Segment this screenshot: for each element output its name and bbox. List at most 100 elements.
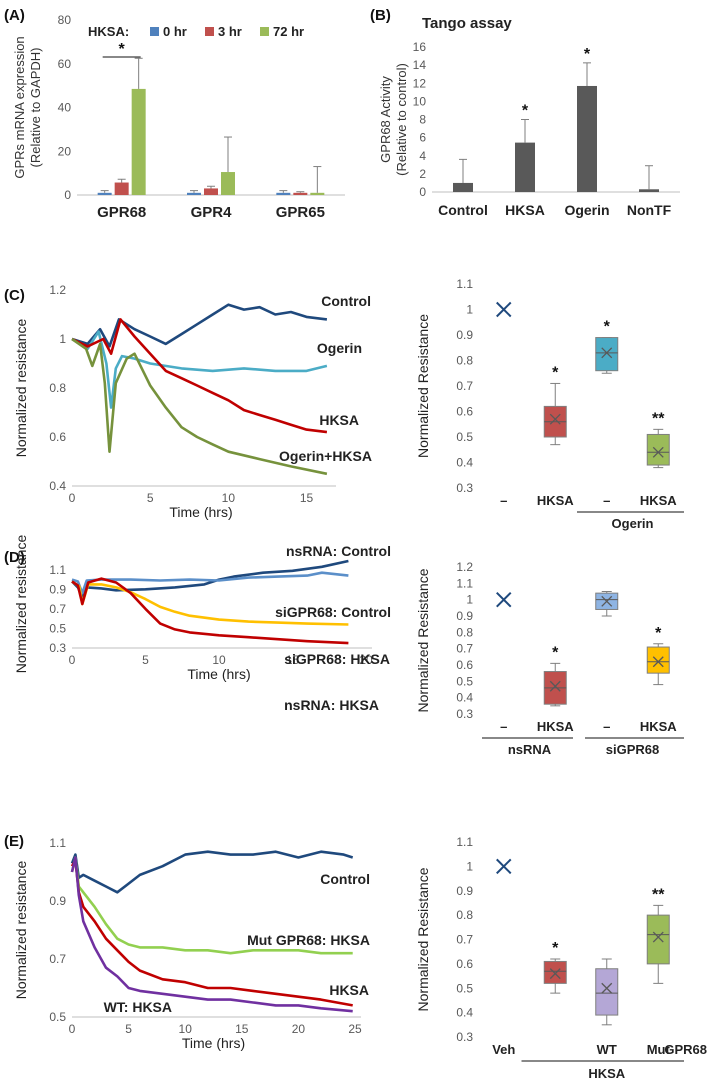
x-tick-label: 15: [235, 1022, 249, 1036]
y-tick-label: 20: [58, 144, 72, 158]
bar: [577, 85, 597, 192]
box-mean-marker: [601, 595, 613, 607]
mean-marker-stroke: [496, 591, 512, 608]
legend-label: 0 hr: [163, 24, 187, 39]
box: [543, 960, 567, 984]
category-label: Control: [438, 202, 488, 218]
legend-title: HKSA:: [88, 24, 129, 39]
y-tick-label: 0.4: [456, 1006, 473, 1020]
series-line: [71, 303, 328, 348]
box-mean-marker: [549, 413, 561, 425]
y-tick-label: 6: [419, 131, 426, 145]
y-tick-label: 0.3: [456, 1030, 473, 1044]
panel-d-line-chart: (D) 0.3 0.5 0.7 0.9 1.1 0 5 10 15 20 Time (hrs) Norm…: [4, 535, 391, 713]
group-label: HKSA: [588, 1066, 625, 1081]
significance-star: *: [552, 940, 559, 957]
significance-star: *: [604, 319, 611, 336]
y-tick-label: 0.5: [49, 1010, 66, 1024]
x-tick-label: 25: [348, 1022, 362, 1036]
x-tick-label: 0: [69, 1022, 76, 1036]
legend-swatch: [150, 27, 159, 36]
y-tick-label: 0.9: [456, 884, 473, 898]
x-tick-label: 20: [359, 653, 373, 667]
y-tick-label: 0.4: [456, 456, 473, 470]
x-tick-label: 10: [222, 491, 236, 505]
y-tick-label: 0.3: [456, 707, 473, 721]
bar: [97, 192, 112, 195]
box-mean-marker: [652, 931, 664, 943]
extra-axis-label: GPR68: [664, 1042, 707, 1057]
series-label: Control: [321, 293, 371, 309]
y-axis-label: GPR68 Activity(Relative to control): [378, 63, 409, 176]
y-tick-label: 60: [58, 57, 72, 71]
y-tick-label: 0.8: [456, 908, 473, 922]
x-axis-label: Time (hrs): [182, 1035, 245, 1051]
y-tick-label: 0.4: [49, 479, 66, 493]
y-tick-label: 0.3: [456, 481, 473, 495]
y-tick-label: 80: [58, 13, 72, 27]
y-tick-label: 0.8: [456, 625, 473, 639]
mean-marker-stroke: [496, 301, 512, 318]
y-tick-label: 0.9: [49, 582, 66, 596]
series-label: Control: [320, 871, 370, 887]
chart-title: Tango assay: [422, 15, 512, 32]
series-line: [70, 856, 353, 955]
series-label: siGPR68: HKSA: [284, 651, 390, 667]
y-axis-label-line: (Relative to GAPDH): [28, 48, 43, 168]
y-tick-label: 0.3: [49, 641, 66, 655]
group-label: siGPR68: [606, 742, 659, 757]
y-tick-label: 0.9: [456, 328, 473, 342]
legend-swatch: [205, 27, 214, 36]
y-tick-label: 0.5: [456, 430, 473, 444]
box: [595, 337, 619, 372]
series-line: [71, 318, 328, 434]
series-label: siGPR68: Control: [275, 604, 391, 620]
y-tick-label: 1.1: [456, 835, 473, 849]
category-label: GPR65: [276, 204, 325, 221]
series-line: [71, 577, 349, 645]
x-category-label: –: [603, 719, 610, 734]
y-tick-label: 1.2: [456, 560, 473, 574]
series-line: [70, 859, 353, 1007]
bar: [293, 192, 308, 195]
bar: [187, 192, 201, 195]
panel-label: (E): [4, 833, 24, 850]
bar: [114, 182, 129, 195]
y-tick-label: 1: [466, 859, 473, 873]
series-label: nsRNA: HKSA: [284, 697, 379, 713]
y-tick-label: 0.4: [456, 691, 473, 705]
y-tick-label: 0: [64, 188, 71, 202]
series-label: WT: HKSA: [104, 999, 172, 1015]
x-tick-label: 15: [286, 653, 300, 667]
x-category-label: –: [500, 719, 507, 734]
category-label: HKSA: [505, 202, 545, 218]
bar: [310, 192, 325, 195]
group-label: nsRNA: [508, 742, 552, 757]
y-tick-label: 0.8: [456, 354, 473, 368]
series-label: Ogerin: [317, 340, 362, 356]
y-tick-label: 40: [58, 101, 72, 115]
x-tick-label: 0: [69, 653, 76, 667]
significance-star: **: [652, 886, 665, 903]
x-category-label: HKSA: [640, 719, 677, 734]
significance-star: *: [552, 644, 559, 661]
y-tick-label: 0.7: [49, 602, 66, 616]
x-tick-label: 5: [125, 1022, 132, 1036]
x-tick-label: 20: [292, 1022, 306, 1036]
y-axis-label: Normalized resistance: [13, 861, 29, 1000]
y-axis-label: GPRs mRNA expression(Relative to GAPDH): [12, 36, 43, 178]
panel-d-box-plot: 0.3 0.4 0.5 0.6 0.7 0.8 0.9 1 1.1 1.2 Normalized R…: [415, 560, 684, 757]
y-tick-label: 1: [466, 593, 473, 607]
series-line: [70, 850, 354, 894]
panel-e-box-plot: 0.3 0.4 0.5 0.6 0.7 0.8 0.9 1 1.1 Normalized Resi…: [415, 835, 707, 1081]
significance-star: *: [655, 625, 662, 642]
x-category-label: HKSA: [537, 719, 574, 734]
panel-a-label: (A): [4, 7, 25, 24]
box: [646, 914, 670, 965]
box-mean-marker: [601, 347, 613, 359]
significance-star: *: [119, 41, 126, 58]
legend-swatch: [260, 27, 269, 36]
bar: [221, 172, 235, 195]
panel-b-label: (B): [370, 7, 391, 24]
